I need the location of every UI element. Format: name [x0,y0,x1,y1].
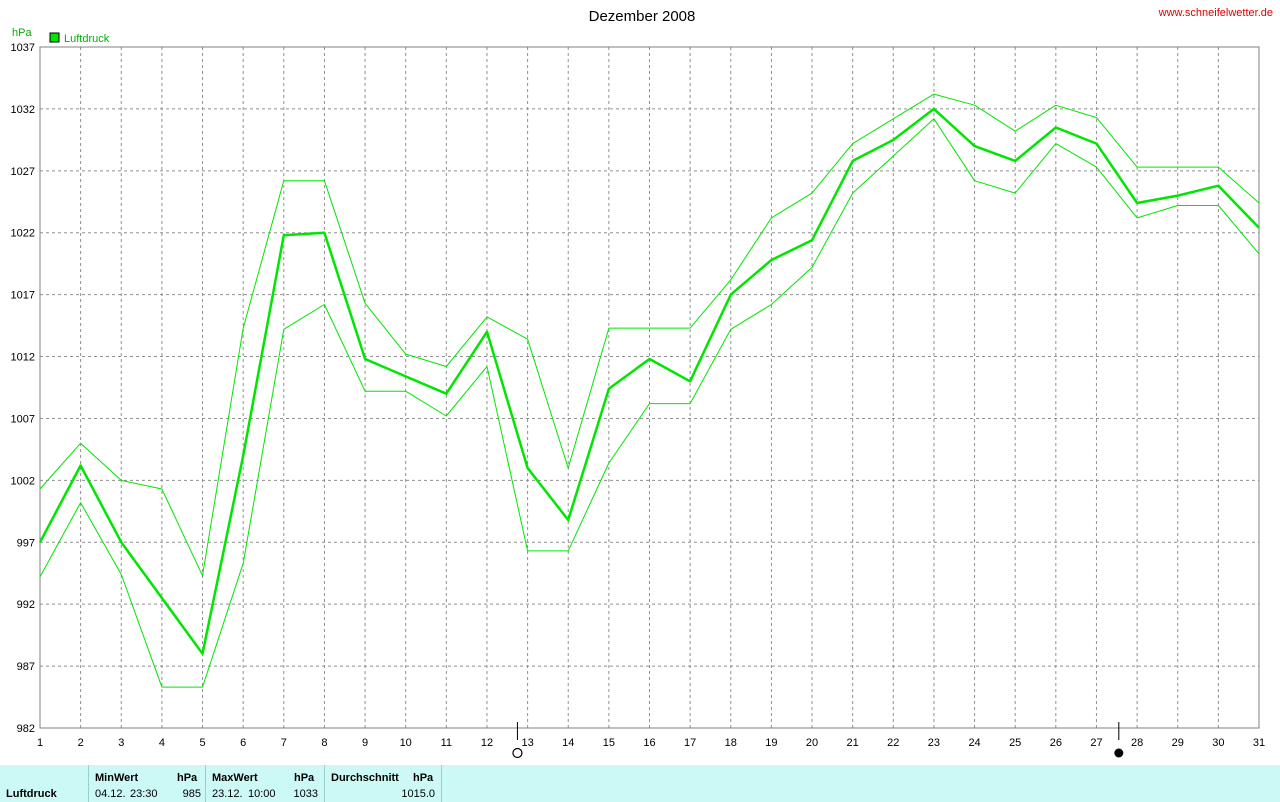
x-axis-ticks: 1 2 3 4 5 6 7 8 9 10 11 12 13 14 15 16 17 18 19 20 21 22 23 24 2… [37,737,1265,749]
new-moon-icon [1114,748,1124,758]
y-tick-label: 987 [17,661,35,673]
avg-header: Durchschnitt [331,772,399,784]
min-cell: MinWert hPa 04.12. 23:30 985 [88,765,205,802]
min-time: 23:30 [130,788,158,800]
x-tick-label: 12 [481,737,493,749]
series-line-mean [38,107,1260,655]
y-axis-ticks: 982 987 992 997 1002 1007 1012 1017 1022 1027 1032… [11,42,35,735]
plot-frame [39,46,1260,729]
y-tick-label: 1002 [11,475,35,487]
max-date: 23.12. [212,788,243,800]
y-tick-label: 1027 [11,166,35,178]
min-unit: hPa [177,772,198,784]
x-tick-label: 31 [1253,737,1265,749]
series-line-min [39,118,1260,688]
max-value: 1033 [293,788,318,800]
y-tick-label: 1012 [11,352,35,364]
x-tick-label: 28 [1131,737,1143,749]
x-tick-label: 1 [37,737,43,749]
site-link[interactable]: www.schneifelwetter.de [1158,7,1273,19]
x-tick-label: 15 [603,737,615,749]
x-tick-label: 18 [725,737,737,749]
legend-swatch [49,32,60,43]
y-tick-label: 1022 [11,228,35,240]
x-tick-label: 25 [1009,737,1021,749]
series-lines [38,93,1260,688]
chart-title: Dezember 2008 [589,8,696,25]
avg-unit: hPa [413,772,434,784]
x-tick-label: 11 [441,737,452,749]
x-tick-label: 4 [159,737,165,749]
max-unit: hPa [294,772,315,784]
x-tick-label: 24 [968,737,980,749]
avg-value: 1015.0 [401,788,435,800]
max-cell: MaxWert hPa 23.12. 10:00 1033 [205,765,325,802]
x-tick-label: 8 [321,737,327,749]
x-tick-label: 22 [887,737,899,749]
footer-row-label: Luftdruck [6,788,57,800]
x-tick-label: 20 [806,737,818,749]
min-header: MinWert [95,772,139,784]
y-tick-label: 1032 [11,104,35,116]
x-tick-label: 6 [240,737,246,749]
full-moon-icon [512,747,523,759]
summary-footer: Luftdruck MinWert hPa 04.12. 23:30 985 M… [0,765,1280,802]
y-tick-label: 982 [17,723,35,735]
x-tick-label: 14 [562,737,574,749]
moon-markers [512,722,1124,759]
min-value: 985 [182,788,201,800]
x-tick-label: 19 [765,737,777,749]
y-tick-label: 1017 [11,290,35,302]
x-tick-label: 5 [199,737,205,749]
x-tick-label: 10 [400,737,412,749]
y-tick-label: 1037 [11,42,35,54]
x-tick-label: 7 [281,737,287,749]
pressure-chart: 9829879929971002100710121017102210271032… [11,7,1273,759]
x-tick-label: 3 [118,737,124,749]
x-tick-label: 21 [847,737,859,749]
x-tick-label: 27 [1090,737,1102,749]
min-date: 04.12. [95,788,126,800]
x-tick-label: 29 [1172,737,1184,749]
y-tick-label: 992 [17,599,35,611]
avg-cell: Durchschnitt hPa 1015.0 [324,765,442,802]
legend-label: Luftdruck [64,33,110,45]
x-tick-label: 17 [684,737,696,749]
y-tick-label: 1007 [11,413,35,425]
x-tick-label: 26 [1050,737,1062,749]
y-unit-label: hPa [12,27,32,39]
x-tick-label: 16 [643,737,655,749]
x-tick-label: 23 [928,737,940,749]
x-tick-label: 13 [521,737,533,749]
x-tick-label: 2 [78,737,84,749]
y-tick-label: 997 [17,537,35,549]
max-time: 10:00 [248,788,276,800]
x-tick-label: 30 [1212,737,1224,749]
series-line-max [39,93,1260,577]
max-header: MaxWert [212,772,258,784]
x-tick-label: 9 [362,737,368,749]
